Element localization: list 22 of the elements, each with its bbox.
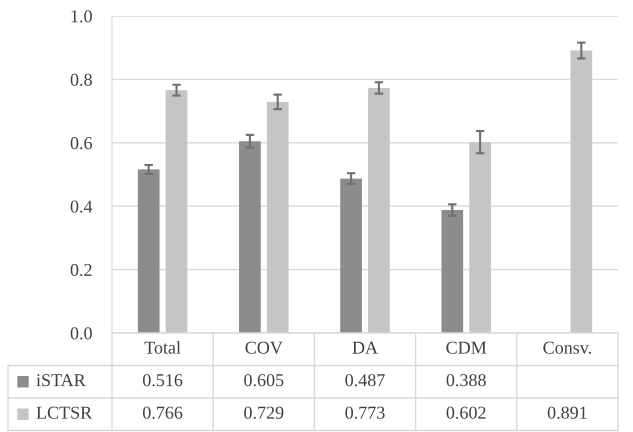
y-tick-label: 0.0 — [70, 327, 92, 340]
y-tick-label: 1.0 — [72, 10, 92, 23]
x-tick-label: Consv. — [543, 342, 591, 354]
data-label: 0.605 — [244, 374, 284, 386]
x-tick-label: Total — [144, 341, 181, 354]
x-tick-label: COV — [245, 342, 283, 354]
data-label: 0.388 — [446, 374, 486, 386]
legend-label: iSTAR — [36, 374, 86, 386]
data-label: 0.487 — [345, 374, 385, 386]
data-label: 0.766 — [142, 406, 182, 419]
data-label: 0.891 — [548, 406, 587, 419]
data-label: 0.602 — [446, 406, 486, 419]
legend-label: LCTSR — [36, 406, 92, 419]
y-tick-label: 0.4 — [70, 200, 92, 213]
x-tick-label: CDM — [446, 342, 486, 354]
y-tick-label: 0.2 — [70, 264, 92, 276]
y-tick-label: 0.6 — [70, 137, 92, 150]
data-label: 0.516 — [142, 374, 182, 386]
x-tick-label: DA — [352, 342, 378, 354]
y-tick-label: 0.8 — [70, 74, 92, 86]
data-label: 0.773 — [345, 406, 385, 419]
data-label: 0.729 — [244, 406, 284, 419]
